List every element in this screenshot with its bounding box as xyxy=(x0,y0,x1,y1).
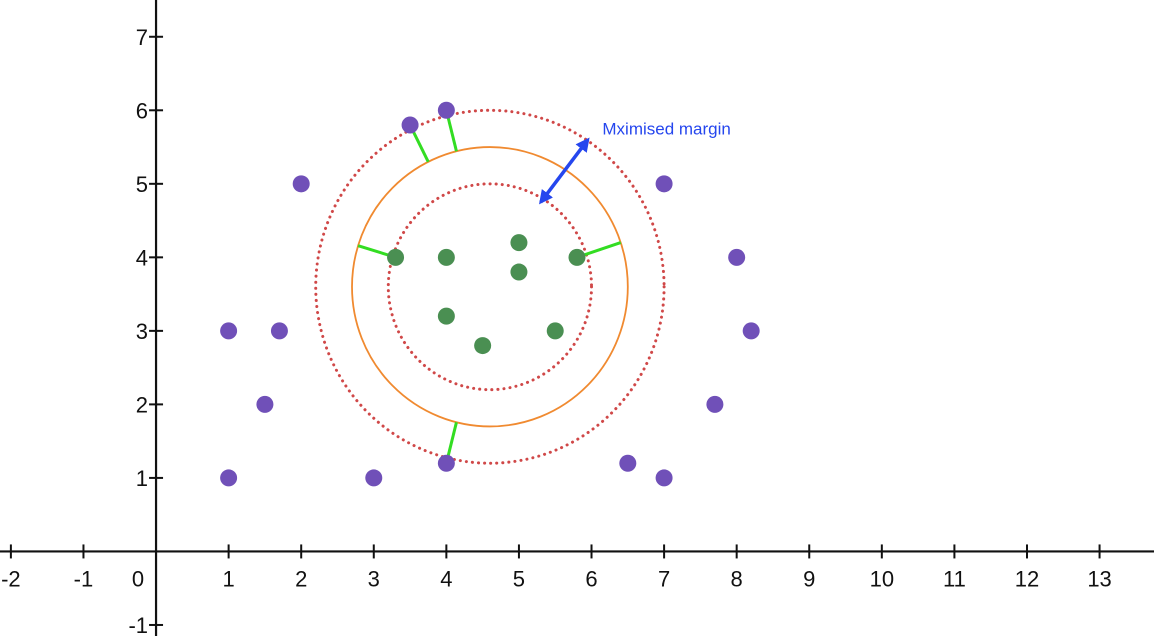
outer-class-point xyxy=(619,454,637,472)
x-tick-label: 12 xyxy=(1015,566,1039,591)
margin-annotation-label: Mximised margin xyxy=(602,120,730,139)
x-tick-label: -2 xyxy=(1,566,21,591)
outer-class-point xyxy=(365,469,383,487)
x-tick-label: 11 xyxy=(943,566,966,591)
outer-class-point xyxy=(437,101,455,119)
outer-class-point xyxy=(437,454,455,472)
outer-class-point xyxy=(220,469,238,487)
outer-margin-circle xyxy=(314,108,666,465)
x-tick-label: -1 xyxy=(74,566,94,591)
outer-class-point xyxy=(220,322,238,340)
decision-boundary-circle xyxy=(351,146,629,428)
y-tick-label: 6 xyxy=(136,98,148,123)
x-tick-label: 9 xyxy=(803,566,815,591)
x-tick-label: 1 xyxy=(222,566,234,591)
x-tick-label: 3 xyxy=(368,566,380,591)
y-tick-label: 7 xyxy=(136,25,148,50)
inner-class-point xyxy=(387,248,405,266)
x-tick-label: 5 xyxy=(513,566,525,591)
outer-class-point xyxy=(256,395,274,413)
inner-class-point xyxy=(474,337,492,355)
inner-class-point xyxy=(546,322,564,340)
inner-class-point xyxy=(510,263,528,281)
x-tick-label: 8 xyxy=(731,566,743,591)
outer-class-point xyxy=(655,469,673,487)
x-tick-label: 2 xyxy=(295,566,307,591)
annotation: Mximised margin xyxy=(539,120,731,205)
outer-class-point xyxy=(401,116,419,134)
support-vector-lines xyxy=(357,109,622,464)
outer-class-point xyxy=(655,175,673,193)
inner-class-point xyxy=(437,307,455,325)
x-tick-label: 4 xyxy=(440,566,452,591)
margin-circles xyxy=(314,108,666,465)
inner-class-point xyxy=(568,248,586,266)
y-tick-label: 2 xyxy=(136,392,148,417)
inner-class-point xyxy=(510,234,528,252)
y-tick-label: 5 xyxy=(136,172,148,197)
outer-class-point xyxy=(706,395,724,413)
margin-arrow xyxy=(539,137,590,205)
x-tick-label: 7 xyxy=(658,566,670,591)
y-tick-label: 3 xyxy=(136,319,148,344)
y-tick-label: 1 xyxy=(136,466,148,491)
inner-margin-circle xyxy=(386,182,594,392)
outer-class-point xyxy=(292,175,310,193)
outer-class-point xyxy=(270,322,288,340)
y-tick-label: -1 xyxy=(128,613,148,636)
x-tick-label: 13 xyxy=(1087,566,1111,591)
inner-class-point xyxy=(437,248,455,266)
x-tick-label: 6 xyxy=(585,566,597,591)
y-tick-label: 4 xyxy=(136,245,148,270)
data-points xyxy=(220,101,760,487)
x-tick-label: 0 xyxy=(132,566,144,591)
x-tick-label: 10 xyxy=(870,566,894,591)
outer-class-point xyxy=(742,322,760,340)
outer-class-point xyxy=(728,248,746,266)
